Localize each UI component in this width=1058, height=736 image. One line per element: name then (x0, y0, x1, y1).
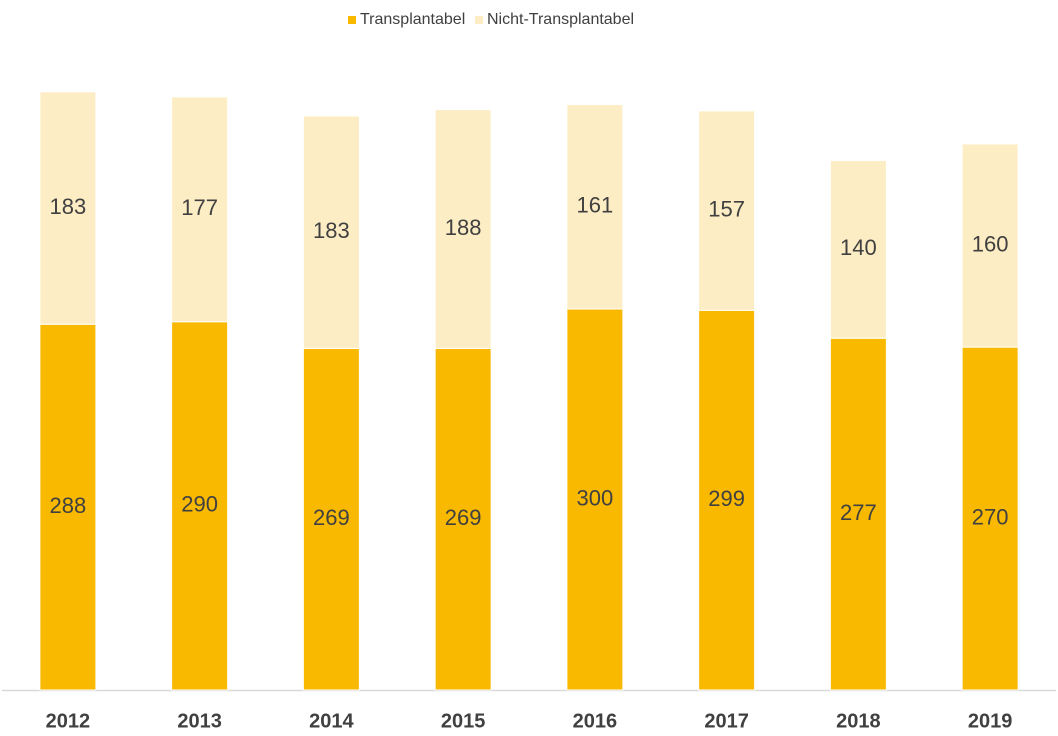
bar-segment (566, 104, 624, 310)
bar-segment (39, 91, 97, 325)
data-label: 269 (445, 505, 482, 530)
data-label: 270 (972, 504, 1009, 529)
bar-segment (171, 96, 229, 323)
data-label: 183 (313, 218, 350, 243)
data-label: 160 (972, 231, 1009, 256)
legend-label: Transplantabel (360, 11, 465, 28)
bar-segment (434, 109, 492, 349)
x-tick-label: 2013 (177, 710, 222, 732)
data-label: 157 (708, 196, 745, 221)
bar-segment (698, 309, 756, 691)
data-label: 300 (577, 485, 614, 510)
x-tick-label: 2012 (46, 710, 91, 732)
data-label: 183 (50, 194, 87, 219)
bar-segment (566, 308, 624, 691)
bar-segment (302, 347, 360, 691)
data-label: 288 (50, 493, 87, 518)
bar-segment (434, 347, 492, 691)
data-label: 177 (181, 195, 218, 220)
data-label: 269 (313, 505, 350, 530)
x-tick-label: 2014 (309, 710, 354, 732)
data-label: 299 (708, 486, 745, 511)
data-label: 161 (577, 193, 614, 218)
bar-segment (302, 115, 360, 349)
data-label: 188 (445, 215, 482, 240)
x-tick-label: 2019 (968, 710, 1013, 732)
bar-segment (829, 337, 887, 691)
legend-swatch (475, 16, 483, 24)
x-tick-label: 2015 (441, 710, 486, 732)
bar-segment (961, 346, 1019, 691)
bar-segment (39, 323, 97, 691)
x-tick-label: 2017 (704, 710, 749, 732)
data-label: 140 (840, 235, 877, 260)
x-tick-label: 2018 (836, 710, 881, 732)
data-label: 277 (840, 500, 877, 525)
legend-label: Nicht-Transplantabel (487, 11, 634, 28)
legend-swatch (348, 16, 356, 24)
bar-segment (698, 110, 756, 311)
bar-segment (829, 159, 887, 339)
x-tick-label: 2016 (573, 710, 618, 732)
bar-segment (961, 143, 1019, 348)
data-label: 290 (181, 492, 218, 517)
